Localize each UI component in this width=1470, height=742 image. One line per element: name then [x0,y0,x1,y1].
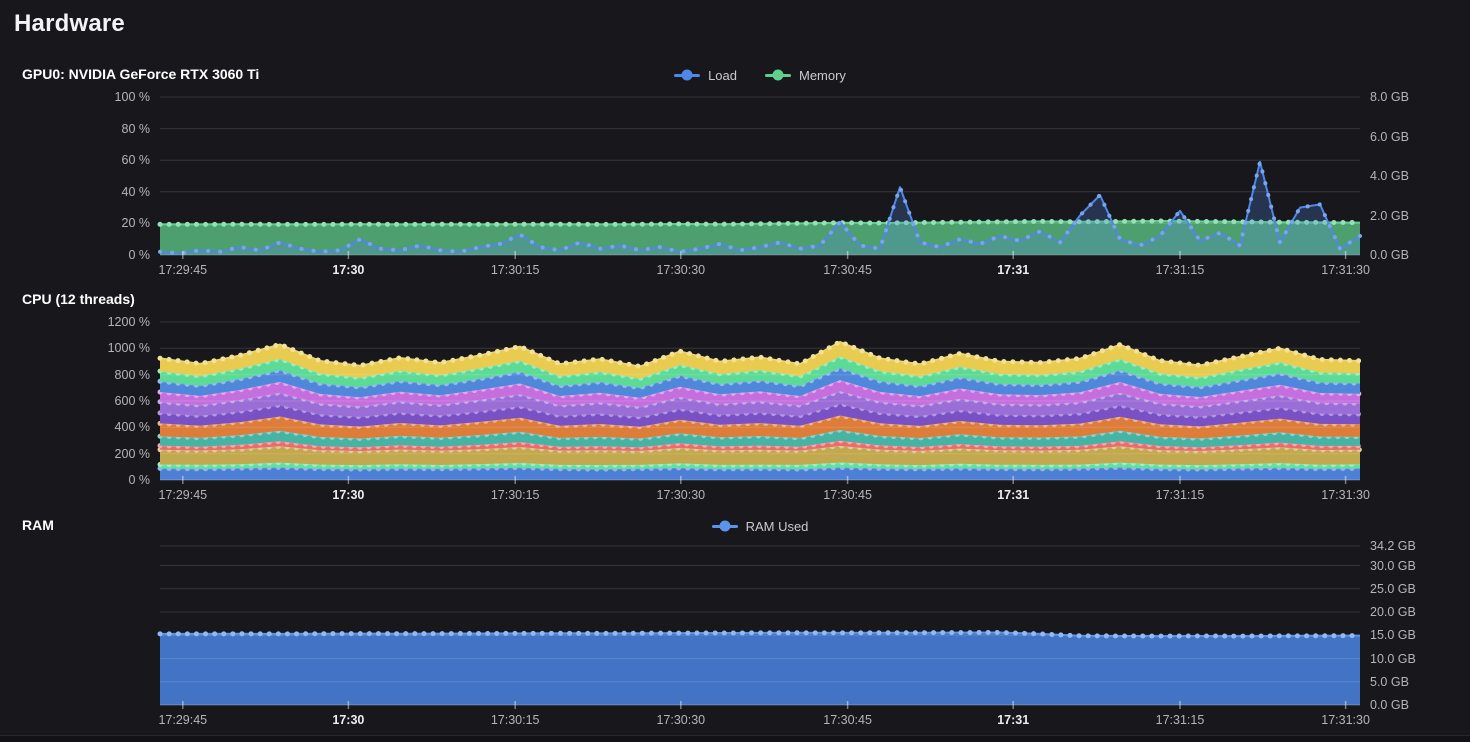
ram-y-axis-label: 10.0 GB [1370,651,1416,666]
cpu-band-thread-10 [160,368,1360,398]
gpu-x-axis-label: 17:31:15 [1155,263,1205,277]
legend-series-marker-icon [674,73,701,77]
legend-series-marker-icon [711,524,738,528]
gpu-y-axis-label: 80 % [121,121,151,136]
cpu-band-thread-7 [160,403,1360,427]
gpu-y-axis-label: 100 % [114,90,150,104]
cpu-y-axis-label: 800 % [114,367,150,382]
cpu-band-thread-6 [160,415,1360,439]
gpu-x-axis-label: 17:30:30 [656,263,706,277]
cpu-band-thread-8 [160,391,1360,417]
ram-plot-area[interactable] [157,545,1363,709]
ram-x-axis-label: 17:31:30 [1321,713,1370,727]
cpu-plot-area[interactable] [157,321,1363,484]
cpu-x-axis-label: 17:30:30 [656,488,706,502]
ram-y-axis-label: 15.0 GB [1370,628,1416,643]
gpu-x-axis-label: 17:30 [332,263,365,277]
ram-chart-title: RAM [22,517,54,533]
cpu-y-axis-label: 0 % [128,473,150,487]
ram-x-axis-label: 17:30:45 [823,713,872,727]
cpu-x-axis-label: 17:30:15 [490,488,540,502]
ram-y-axis-label: 20.0 GB [1370,605,1416,620]
cpu-band-thread-5 [160,430,1360,448]
gpu-y-axis-label: 20 % [121,216,151,231]
ram-x-axis-label: 17:31:15 [1155,713,1205,727]
ram-series-ram-used-area [160,632,1360,705]
ram-x-axis-label: 17:30:15 [490,713,540,727]
ram-y-axis-label: 25.0 GB [1370,581,1416,596]
cpu-x-axis-label: 17:31:15 [1155,488,1205,502]
gpu-x-axis-label: 17:30:45 [823,263,872,277]
gpu-chart-canvas[interactable] [157,96,1363,259]
cpu-chart-canvas[interactable] [157,321,1363,484]
ram-y-axis-label: 30.0 GB [1370,558,1416,573]
gpu-plot-area[interactable] [157,96,1363,259]
cpu-x-axis-label: 17:31 [997,488,1030,502]
legend-series-label: Memory [798,67,846,83]
gpu-y-axis-label: 6.0 GB [1370,129,1409,144]
ram-y-axis-label: 5.0 GB [1370,674,1409,689]
legend-series-marker-icon [764,73,791,77]
ram-legend: RAM Used [160,517,1360,535]
page-title: Hardware [14,10,125,37]
cpu-chart-title: CPU (12 threads) [22,291,135,307]
gpu-y-axis-label: 40 % [121,184,151,199]
ram-chart-canvas[interactable] [157,545,1363,709]
ram-x-axis-label: 17:30 [332,713,365,727]
ram-x-axis-label: 17:29:45 [158,713,208,727]
window-bottom-edge [0,735,1470,742]
gpu-series-memory-area [160,221,1360,255]
gpu-y-axis-label: 0.0 GB [1370,248,1409,262]
gpu-x-axis-label: 17:29:45 [158,263,208,277]
ram-y-axis-label: 0.0 GB [1370,698,1409,712]
ram-y-axis-label: 34.2 GB [1370,539,1416,553]
legend-item-ram-used[interactable]: RAM Used [711,518,809,534]
gpu-legend: Load Memory [160,66,1360,84]
cpu-x-axis-label: 17:30 [332,488,365,502]
gpu-y-axis-label: 8.0 GB [1370,90,1409,104]
cpu-band-thread-11 [160,356,1360,388]
cpu-y-axis-label: 600 % [114,394,150,408]
cpu-x-axis-label: 17:31:30 [1321,488,1370,502]
legend-item-memory[interactable]: Memory [764,67,846,83]
gpu-y-axis-label: 0 % [128,248,150,262]
ram-x-axis-label: 17:30:30 [656,713,706,727]
gpu-y-axis-label: 2.0 GB [1370,208,1409,223]
cpu-band-thread-12 [160,341,1360,379]
legend-series-label: Load [708,67,737,83]
gpu-y-axis-label: 60 % [121,153,151,168]
cpu-y-axis-label: 1200 % [107,315,150,329]
legend-item-load[interactable]: Load [674,68,737,83]
cpu-y-axis-label: 1000 % [107,341,150,356]
legend-series-label: RAM Used [745,518,809,534]
gpu-x-axis-label: 17:30:15 [490,263,540,277]
gpu-x-axis-label: 17:31 [997,263,1030,277]
cpu-x-axis-label: 17:30:45 [823,488,872,502]
ram-x-axis-label: 17:31 [997,713,1030,727]
gpu-y-axis-label: 4.0 GB [1370,169,1409,183]
cpu-x-axis-label: 17:29:45 [158,488,208,502]
cpu-y-axis-label: 200 % [114,446,150,461]
cpu-y-axis-label: 400 % [114,420,150,435]
gpu-x-axis-label: 17:31:30 [1321,263,1370,277]
gpu-chart-title: GPU0: NVIDIA GeForce RTX 3060 Ti [22,66,260,82]
